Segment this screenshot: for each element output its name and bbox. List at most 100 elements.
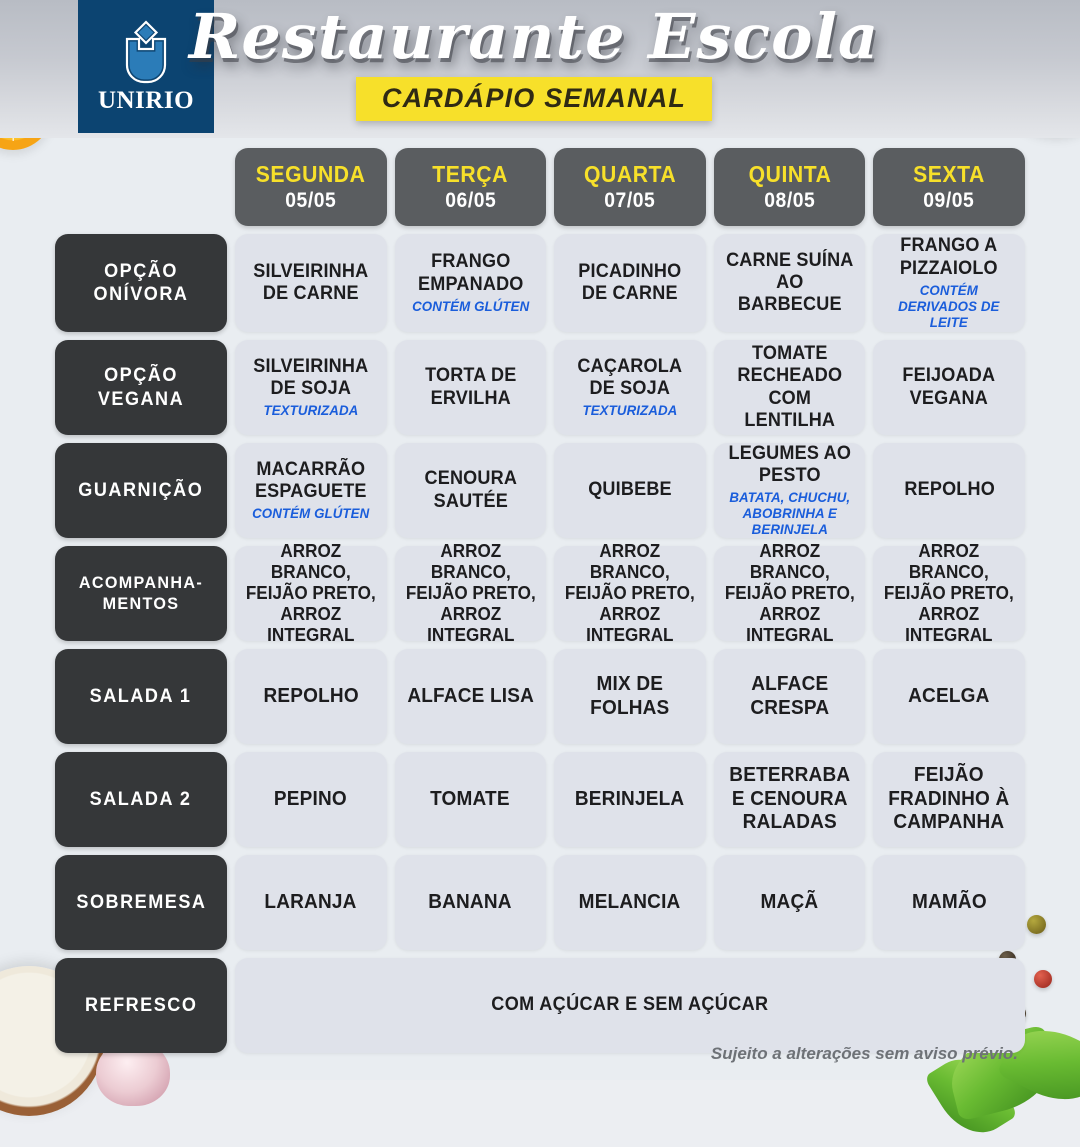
- day-name-label: SEGUNDA: [255, 161, 366, 187]
- menu-cell[interactable]: REPOLHO: [873, 443, 1025, 538]
- menu-cell[interactable]: MACARRÃO ESPAGUETE CONTÉM GLÚTEN: [235, 443, 387, 538]
- day-header-4[interactable]: QUINTA 08/05: [713, 148, 866, 226]
- row-label-text: OPÇÃO VEGANA: [97, 365, 185, 410]
- menu-cell[interactable]: TOMATE RECHEADO COM LENTILHA: [713, 340, 866, 435]
- menu-item-text: FEIJOADA VEGANA: [902, 365, 996, 409]
- menu-cell[interactable]: MELANCIA: [554, 855, 706, 950]
- menu-item-text: TORTA DE ERVILHA: [424, 365, 517, 409]
- menu-cell[interactable]: ALFACE CRESPA: [713, 649, 866, 744]
- menu-cell[interactable]: PICADINHO DE CARNE: [554, 234, 706, 332]
- menu-cell[interactable]: ALFACE LISA: [394, 649, 547, 744]
- row-label-text: SALADA 1: [90, 685, 192, 707]
- day-date-label: 06/05: [444, 189, 496, 212]
- menu-item-note: TEXTURIZADA: [582, 402, 678, 419]
- menu-cell[interactable]: ARROZ BRANCO, FEIJÃO PRETO, ARROZ INTEGR…: [394, 541, 547, 645]
- row-label-text: GUARNIÇÃO: [78, 479, 204, 501]
- menu-item-text: PEPINO: [274, 787, 348, 810]
- menu-item-text: CENOURA SAUTÉE: [424, 468, 517, 512]
- menu-cell[interactable]: SILVEIRINHA DE CARNE: [235, 234, 387, 332]
- menu-item-text: LEGUMES AO PESTO: [728, 442, 851, 487]
- menu-item-text: BETERRABA E CENOURA RALADAS: [729, 764, 851, 834]
- menu-item-text: BERINJELA: [575, 787, 685, 810]
- day-header-2[interactable]: TERÇA 06/05: [394, 148, 547, 226]
- menu-item-text: ARROZ BRANCO, FEIJÃO PRETO, ARROZ INTEGR…: [405, 540, 536, 646]
- menu-item-text: FRANGO A PIZZAIOLO: [900, 235, 999, 279]
- menu-item-text: COM AÇÚCAR E SEM AÇÚCAR: [491, 994, 769, 1016]
- menu-cell[interactable]: LARANJA: [235, 855, 387, 950]
- day-name-label: QUINTA: [748, 161, 832, 187]
- menu-cell[interactable]: TOMATE: [394, 752, 547, 847]
- menu-cell[interactable]: SILVEIRINHA DE SOJA TEXTURIZADA: [235, 340, 387, 435]
- menu-cell[interactable]: BERINJELA: [554, 752, 706, 847]
- page-header: UNIRIO Restaurante Escola CARDÁPIO SEMAN…: [0, 0, 1080, 138]
- menu-item-text: TOMATE: [430, 787, 511, 810]
- row-label-text: SALADA 2: [90, 788, 192, 810]
- menu-cell[interactable]: MAÇÃ: [713, 855, 866, 950]
- day-name-label: SEXTA: [913, 161, 986, 187]
- menu-item-text: REPOLHO: [903, 479, 995, 501]
- day-date-label: 07/05: [604, 189, 656, 212]
- menu-item-text: ACELGA: [908, 684, 990, 707]
- menu-cell[interactable]: ARROZ BRANCO, FEIJÃO PRETO, ARROZ INTEGR…: [873, 541, 1025, 645]
- menu-cell[interactable]: TORTA DE ERVILHA: [394, 340, 547, 435]
- menu-item-text: FRANGO EMPANADO: [417, 251, 524, 295]
- menu-cell[interactable]: PEPINO: [235, 752, 387, 847]
- menu-item-text: MAMÃO: [911, 890, 987, 913]
- menu-cell[interactable]: FEIJOADA VEGANA: [873, 340, 1025, 435]
- menu-cell[interactable]: ARROZ BRANCO, FEIJÃO PRETO, ARROZ INTEGR…: [713, 541, 866, 645]
- menu-cell[interactable]: BANANA: [394, 855, 547, 950]
- disclaimer-note: Sujeito a alterações sem aviso prévio.: [710, 1044, 1018, 1063]
- menu-item-text: ALFACE LISA: [407, 684, 534, 707]
- menu-cell[interactable]: ARROZ BRANCO, FEIJÃO PRETO, ARROZ INTEGR…: [554, 541, 706, 645]
- row-label-3: GUARNIÇÃO: [55, 443, 227, 538]
- menu-cell[interactable]: MIX DE FOLHAS: [554, 649, 706, 744]
- menu-cell[interactable]: CAÇAROLA DE SOJA TEXTURIZADA: [554, 340, 706, 435]
- row-label-5: SALADA 1: [55, 649, 227, 744]
- row-label-4: ACOMPANHA-MENTOS: [55, 546, 227, 641]
- unirio-emblem-icon: [115, 19, 177, 85]
- day-header-3[interactable]: QUARTA 07/05: [554, 148, 706, 226]
- menu-cell[interactable]: MAMÃO: [873, 855, 1025, 950]
- menu-item-text: QUIBEBE: [588, 479, 672, 501]
- menu-item-text: CAÇAROLA DE SOJA: [577, 355, 683, 400]
- menu-item-text: MACARRÃO ESPAGUETE: [254, 458, 367, 503]
- menu-item-note: CONTÉM GLÚTEN: [411, 297, 530, 314]
- menu-cell[interactable]: ACELGA: [873, 649, 1025, 744]
- row-label-text: ACOMPANHA-MENTOS: [78, 572, 204, 613]
- menu-cell[interactable]: QUIBEBE: [554, 443, 706, 538]
- row-label-8: REFRESCO: [55, 958, 227, 1053]
- grid-corner-spacer: [55, 148, 227, 226]
- day-header-5[interactable]: SEXTA 09/05: [873, 148, 1025, 226]
- menu-cell[interactable]: CENOURA SAUTÉE: [394, 443, 547, 538]
- menu-cell[interactable]: FRANGO EMPANADO CONTÉM GLÚTEN: [394, 234, 547, 332]
- unirio-logo: UNIRIO: [78, 0, 214, 133]
- day-header-1[interactable]: SEGUNDA 05/05: [235, 148, 387, 226]
- menu-cell[interactable]: LEGUMES AO PESTO BATATA, CHUCHU, ABOBRINH…: [713, 442, 866, 538]
- menu-item-text: SILVEIRINHA DE SOJA: [253, 355, 369, 400]
- menu-item-text: CARNE SUÍNA AO BARBECUE: [725, 249, 854, 316]
- row-label-text: REFRESCO: [84, 994, 198, 1016]
- row-label-2: OPÇÃO VEGANA: [55, 340, 227, 435]
- row-label-text: SOBREMESA: [75, 891, 207, 913]
- title-block: Restaurante Escola CARDÁPIO SEMANAL: [189, 0, 878, 138]
- menu-cell[interactable]: COM AÇÚCAR E SEM AÇÚCAR: [235, 958, 1025, 1053]
- menu-cell[interactable]: FRANGO A PIZZAIOLO CONTÉM DERIVADOS DE LE…: [873, 234, 1025, 332]
- menu-item-text: ARROZ BRANCO, FEIJÃO PRETO, ARROZ INTEGR…: [884, 540, 1015, 646]
- menu-item-note: CONTÉM DERIVADOS DE LEITE: [898, 281, 1000, 330]
- day-name-label: TERÇA: [432, 161, 509, 187]
- subtitle-banner: CARDÁPIO SEMANAL: [355, 76, 713, 121]
- menu-item-text: LARANJA: [264, 890, 357, 913]
- menu-item-text: ARROZ BRANCO, FEIJÃO PRETO, ARROZ INTEGR…: [245, 540, 376, 646]
- menu-item-text: MAÇÃ: [760, 890, 819, 913]
- day-date-label: 09/05: [923, 189, 975, 212]
- menu-cell[interactable]: REPOLHO: [235, 649, 387, 744]
- menu-item-text: ARROZ BRANCO, FEIJÃO PRETO, ARROZ INTEGR…: [724, 540, 855, 646]
- day-date-label: 08/05: [764, 189, 816, 212]
- menu-cell[interactable]: FEIJÃO FRADINHO À CAMPANHA: [873, 752, 1025, 847]
- menu-cell[interactable]: CARNE SUÍNA AO BARBECUE: [713, 234, 866, 332]
- day-date-label: 05/05: [285, 189, 337, 212]
- page-title: Restaurante Escola: [188, 0, 880, 73]
- menu-cell[interactable]: ARROZ BRANCO, FEIJÃO PRETO, ARROZ INTEGR…: [235, 541, 387, 645]
- menu-cell[interactable]: BETERRABA E CENOURA RALADAS: [713, 752, 866, 847]
- menu-item-note: TEXTURIZADA: [263, 402, 359, 419]
